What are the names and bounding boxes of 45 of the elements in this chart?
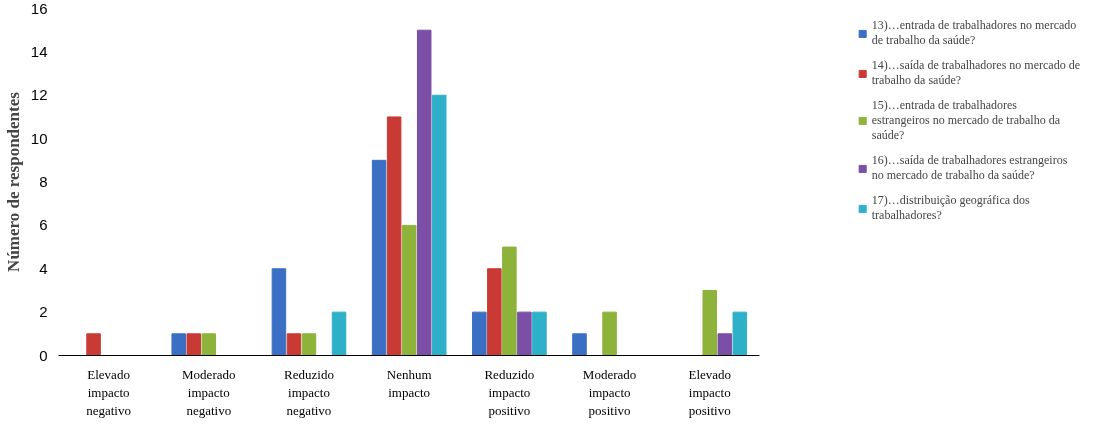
bar [371,159,387,356]
bar [286,333,302,356]
bar [702,289,718,356]
bar [331,311,347,356]
y-tick-label: 12 [30,86,48,104]
bar [301,333,317,356]
legend-label: 15)…entrada de trabalhadores estrangeiros no mercado de trabalho da saúde? [871,98,1061,143]
x-tick-label: Reduzido impacto negativo [284,366,334,418]
bar [572,333,587,356]
bar [717,333,733,356]
bar [472,311,487,356]
y-tick-label: 8 [39,173,48,190]
x-tick-label: Nenhum impacto [386,366,432,400]
y-tick-label: 6 [39,216,48,234]
y-tick-label: 0 [39,346,48,364]
bar [201,333,217,356]
x-tick-label: Reduzido impacto positivo [484,366,535,418]
bar [271,268,287,356]
y-tick-label: 14 [30,42,48,60]
y-tick-label: 2 [39,303,48,321]
bar [517,311,532,356]
x-tick-label: Elevado impacto negativo [86,366,131,418]
bar [401,224,417,356]
bar [502,246,517,356]
y-axis-title: Número de respondentes [3,91,23,272]
bar [416,29,432,356]
y-tick-label: 16 [30,0,48,17]
x-tick-label: Elevado impacto positivo [688,366,732,418]
bar [602,311,617,356]
legend-label: 13)…entrada de trabalhadores no mercado de trabalho da saúde? [871,18,1077,48]
y-tick-label: 10 [30,129,48,147]
legend-label: 14)…saída de trabalhadores no mercado de trabalho da saúde? [871,58,1080,88]
x-tick-label: Moderado impacto positivo [582,366,637,418]
legend-label: 17)…distribuição geográfica dos trabalhadores? [871,193,1030,223]
bar [532,311,547,356]
bar [431,94,447,356]
bar [186,333,202,356]
y-tick-label: 4 [39,259,48,277]
bar [732,311,748,356]
bar [386,116,402,356]
legend-label: 16)…saída de trabalhadores estrangeiros no mercado de trabalho da saúde? [871,153,1068,183]
x-tick-label: Moderado impacto negativo [182,366,236,418]
bar [487,268,502,356]
bar [86,333,101,356]
bar [171,333,186,356]
